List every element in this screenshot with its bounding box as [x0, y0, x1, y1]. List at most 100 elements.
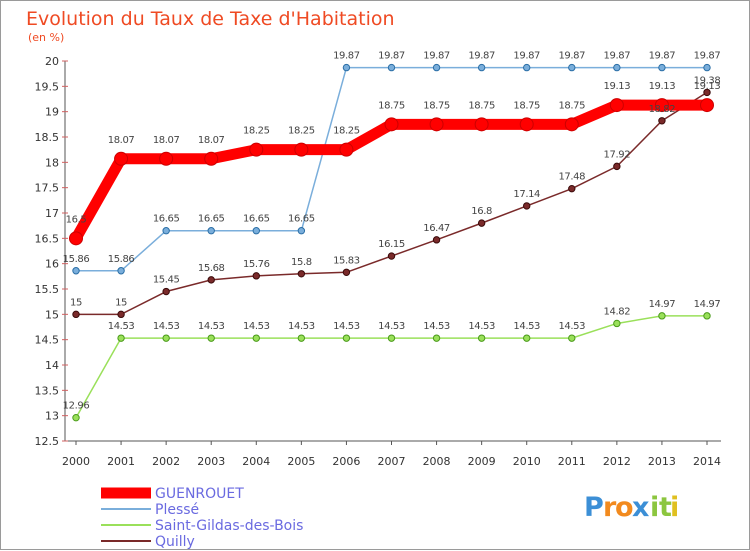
data-label: 18.75	[558, 100, 585, 111]
data-point	[523, 63, 531, 72]
chart-title: Evolution du Taux de Taxe d'Habitation	[26, 8, 395, 30]
data-point	[204, 151, 219, 166]
data-label: 18.75	[513, 100, 540, 111]
legend-label: Plessé	[155, 502, 199, 518]
x-tick-label: 2013	[648, 455, 676, 468]
data-point	[207, 227, 215, 235]
y-tick-label: 20	[45, 55, 59, 68]
data-label: 14.53	[333, 321, 360, 332]
data-point	[474, 117, 489, 132]
logo-letter: r	[603, 492, 617, 523]
logo-letter: P	[584, 492, 604, 523]
y-tick-label: 19.5	[35, 80, 60, 93]
data-label: 19.13	[649, 81, 676, 92]
logo-letter: x	[632, 492, 649, 523]
series-2	[72, 312, 711, 422]
data-point	[342, 268, 351, 276]
data-label: 12.96	[63, 401, 90, 412]
data-point	[342, 63, 351, 72]
data-label: 14.97	[649, 299, 676, 310]
series-layer	[69, 63, 714, 422]
data-label: 15.68	[198, 263, 225, 274]
data-label: 16.65	[153, 214, 180, 225]
data-label: 15.76	[243, 259, 270, 270]
x-tick-label: 2004	[242, 455, 270, 468]
series-0	[69, 98, 714, 246]
data-label: 19.87	[694, 51, 721, 62]
x-tick-label: 2002	[152, 455, 180, 468]
x-tick-label: 2007	[378, 455, 406, 468]
data-label: 18.25	[288, 126, 315, 137]
data-label: 16.15	[378, 239, 405, 250]
data-point	[384, 117, 399, 132]
data-point	[114, 151, 129, 166]
data-label: 19.87	[604, 51, 631, 62]
x-tick-label: 2001	[107, 455, 135, 468]
series-3	[72, 88, 711, 319]
y-tick-label: 13.5	[35, 384, 60, 397]
data-point	[207, 276, 215, 284]
data-point	[117, 310, 125, 319]
data-label: 18.07	[108, 135, 135, 146]
series-1	[72, 63, 711, 275]
x-tick-label: 2012	[603, 455, 631, 468]
data-label: 15.83	[333, 255, 360, 266]
data-point	[703, 88, 711, 97]
data-label: 15.86	[63, 254, 90, 265]
data-label: 16.65	[198, 214, 225, 225]
y-tick-label: 16.5	[35, 232, 60, 245]
data-point	[523, 334, 531, 342]
x-tick-label: 2010	[513, 455, 541, 468]
data-label: 14.53	[558, 321, 585, 332]
data-point	[477, 334, 486, 342]
data-label: 16.5	[66, 214, 87, 225]
x-tick-label: 2009	[468, 455, 496, 468]
data-label: 15.86	[108, 254, 135, 265]
data-point	[613, 319, 621, 328]
data-point	[162, 227, 170, 235]
data-label: 14.97	[694, 299, 721, 310]
data-label: 18.75	[423, 100, 450, 111]
data-point	[568, 334, 576, 342]
data-label: 16.8	[471, 206, 492, 217]
data-point	[72, 267, 80, 275]
data-label: 18.75	[468, 100, 495, 111]
data-point	[432, 236, 441, 244]
data-label: 19.13	[604, 81, 631, 92]
data-point	[613, 63, 621, 72]
x-tick-label: 2006	[332, 455, 360, 468]
y-tick-label: 15.5	[35, 283, 60, 296]
data-label: 17.14	[513, 189, 540, 200]
data-label: 15.8	[291, 257, 312, 268]
data-label: 14.53	[243, 321, 270, 332]
data-label: 19.87	[558, 51, 585, 62]
y-tick-label: 18.5	[35, 131, 60, 144]
data-point	[297, 270, 306, 278]
data-point	[72, 413, 80, 422]
data-label: 18.75	[378, 100, 405, 111]
data-point	[568, 63, 576, 72]
y-tick-label: 19	[45, 106, 59, 119]
data-label: 14.53	[468, 321, 495, 332]
data-point	[568, 184, 576, 193]
data-label: 19.13	[694, 81, 721, 92]
data-label: 14.53	[198, 321, 225, 332]
data-point	[658, 312, 666, 320]
data-label: 19.87	[333, 51, 360, 62]
data-label: 19.38	[694, 75, 721, 86]
data-point	[387, 334, 396, 342]
data-label: 18.07	[153, 135, 180, 146]
data-label: 18.25	[333, 126, 360, 137]
data-point	[252, 227, 260, 235]
data-labels: 16.5 18.07 18.07 18.07 18.25 18.25 18.25 18.75 1…	[63, 51, 721, 412]
data-point	[703, 312, 711, 320]
data-point	[700, 98, 714, 113]
data-label: 14.53	[288, 321, 315, 332]
data-point	[564, 117, 579, 132]
logo-letter: i	[650, 492, 659, 523]
data-label: 19.87	[423, 51, 450, 62]
y-tick-label: 14.5	[35, 334, 60, 347]
data-point	[387, 252, 396, 260]
y-tick-label: 14	[45, 359, 59, 372]
legend: GUENROUETPlesséSaint-Gildas-des-BoisQuil…	[101, 486, 303, 550]
